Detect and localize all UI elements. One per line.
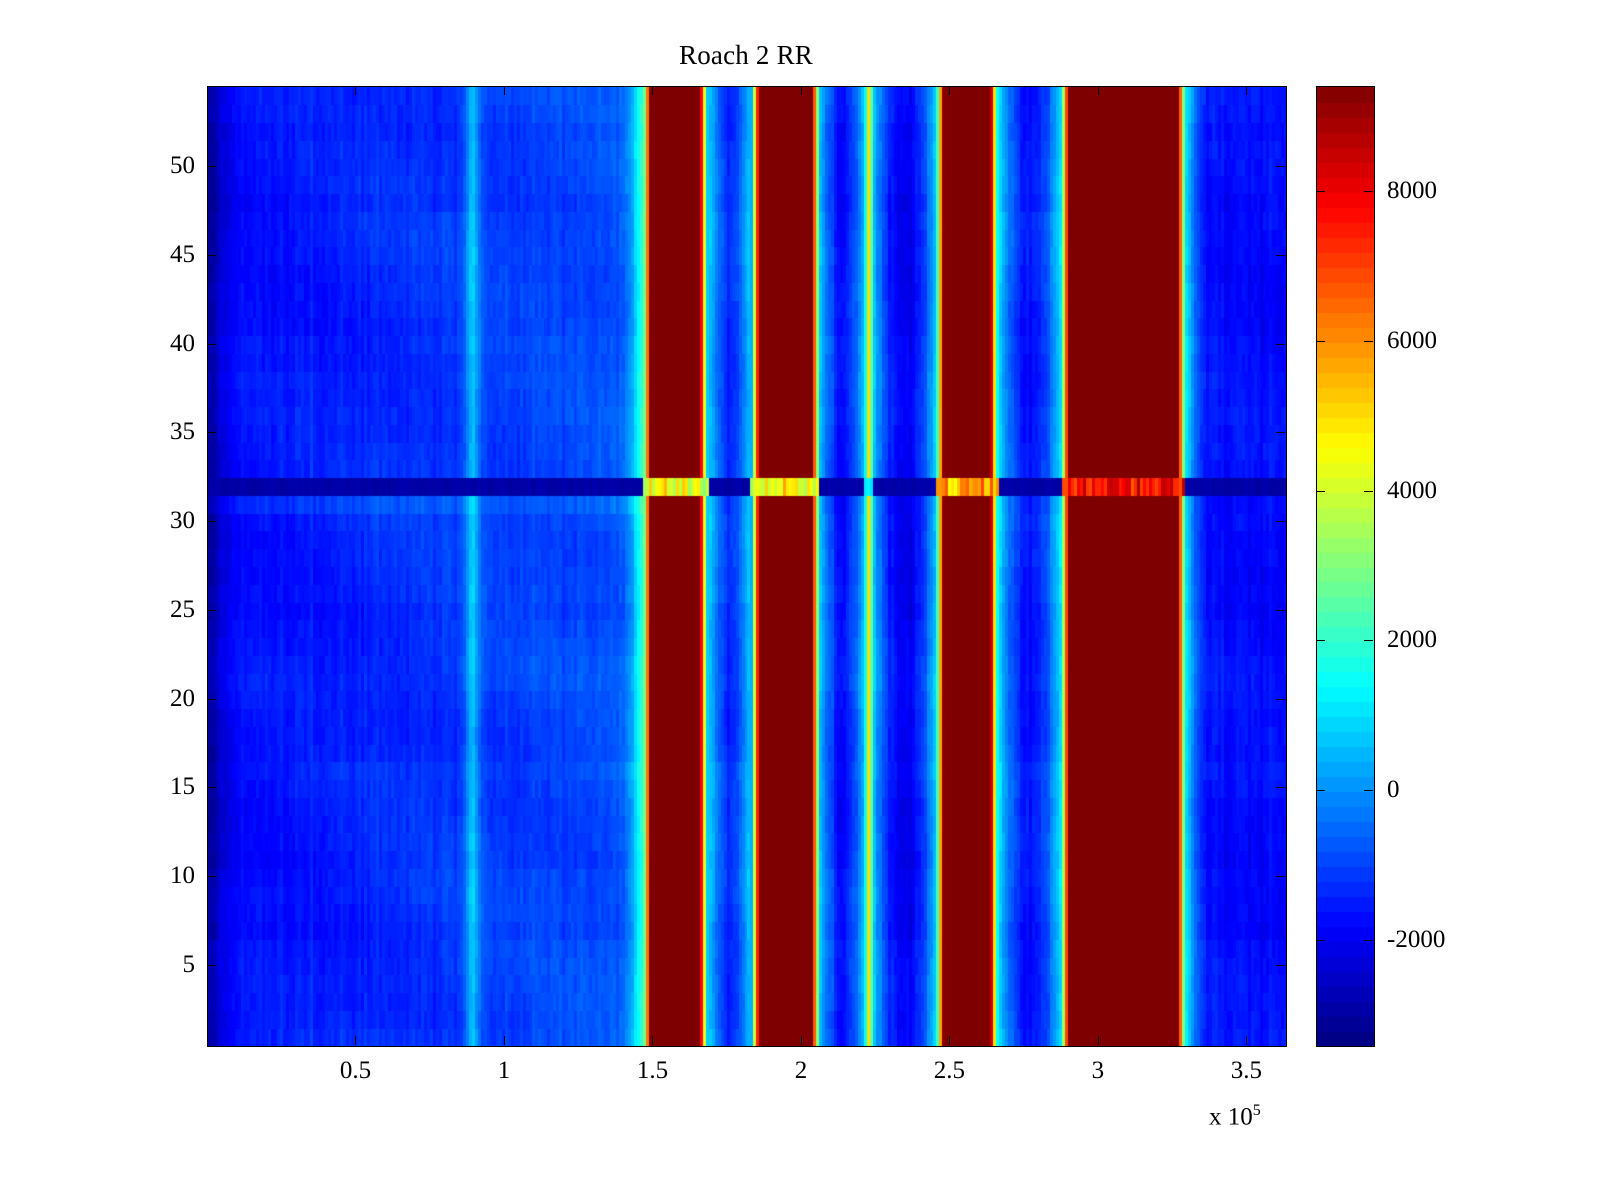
heatmap-image bbox=[208, 87, 1286, 1046]
y-axis-tick bbox=[1276, 521, 1285, 523]
y-axis-tick bbox=[207, 609, 216, 611]
heatmap-axes bbox=[207, 86, 1287, 1047]
colorbar-tick bbox=[1364, 640, 1373, 642]
x-axis-tick-label: 1 bbox=[497, 1057, 511, 1084]
colorbar-tick bbox=[1316, 340, 1325, 342]
y-axis-tick bbox=[1276, 254, 1285, 256]
y-axis-tick-label: 30 bbox=[170, 507, 195, 535]
x-axis-tick-label: 2.5 bbox=[933, 1057, 966, 1084]
colorbar-tick bbox=[1364, 190, 1373, 192]
y-axis-tick-label: 15 bbox=[170, 773, 195, 801]
y-axis-tick-label: 45 bbox=[170, 240, 195, 268]
y-axis-tick bbox=[1276, 343, 1285, 345]
x-axis-tick-label: 0.5 bbox=[339, 1057, 372, 1084]
x-exponent-base: x 10 bbox=[1209, 1103, 1253, 1131]
y-axis-tick-label: 25 bbox=[170, 595, 195, 623]
x-axis-tick bbox=[800, 86, 802, 95]
y-axis-tick-label: 40 bbox=[170, 329, 195, 357]
colorbar-tick-label: 8000 bbox=[1387, 176, 1437, 204]
colorbar-tick bbox=[1316, 190, 1325, 192]
y-axis-tick bbox=[1276, 432, 1285, 434]
colorbar-tick bbox=[1316, 790, 1325, 792]
x-axis-exponent-label: x 105 bbox=[1209, 1102, 1261, 1131]
x-axis-tick bbox=[949, 1036, 951, 1045]
colorbar-tick bbox=[1364, 940, 1373, 942]
colorbar-tick-label: -2000 bbox=[1387, 926, 1446, 954]
y-axis-tick bbox=[1276, 698, 1285, 700]
x-axis-tick-label: 3 bbox=[1091, 1057, 1105, 1084]
x-axis-tick bbox=[503, 86, 505, 95]
y-axis-tick bbox=[207, 965, 216, 967]
x-axis-tick bbox=[652, 86, 654, 95]
colorbar-tick-label: 6000 bbox=[1387, 326, 1437, 354]
y-axis-tick-label: 50 bbox=[170, 151, 195, 179]
colorbar-tick bbox=[1364, 340, 1373, 342]
colorbar-tick-label: 0 bbox=[1387, 776, 1400, 804]
colorbar-gradient bbox=[1317, 87, 1374, 1046]
colorbar-tick bbox=[1364, 790, 1373, 792]
x-axis-tick bbox=[355, 86, 357, 95]
colorbar-tick bbox=[1316, 490, 1325, 492]
y-axis-tick bbox=[207, 698, 216, 700]
x-axis-tick bbox=[800, 1036, 802, 1045]
x-axis-tick-label: 1.5 bbox=[636, 1057, 669, 1084]
y-axis-tick bbox=[1276, 876, 1285, 878]
x-axis-tick-label: 2 bbox=[794, 1057, 808, 1084]
x-axis-tick bbox=[652, 1036, 654, 1045]
x-axis-tick-label: 3.5 bbox=[1230, 1057, 1263, 1084]
y-axis-tick bbox=[207, 254, 216, 256]
colorbar-tick bbox=[1316, 640, 1325, 642]
y-axis-tick bbox=[207, 432, 216, 434]
y-axis-tick-label: 10 bbox=[170, 862, 195, 890]
x-axis-tick bbox=[355, 1036, 357, 1045]
y-axis-tick bbox=[1276, 609, 1285, 611]
y-axis-tick bbox=[207, 876, 216, 878]
x-exponent-power: 5 bbox=[1252, 1102, 1261, 1119]
x-axis-tick bbox=[503, 1036, 505, 1045]
x-axis-tick bbox=[949, 86, 951, 95]
x-axis-tick bbox=[1097, 1036, 1099, 1045]
x-axis-tick bbox=[1246, 86, 1248, 95]
y-axis-tick bbox=[207, 343, 216, 345]
y-axis-tick bbox=[207, 165, 216, 167]
y-axis-tick-label: 5 bbox=[182, 951, 196, 979]
colorbar-tick-label: 4000 bbox=[1387, 476, 1437, 504]
y-axis-tick bbox=[1276, 965, 1285, 967]
y-axis-tick bbox=[207, 787, 216, 789]
y-axis-tick bbox=[1276, 787, 1285, 789]
x-axis-tick bbox=[1097, 86, 1099, 95]
x-axis-tick bbox=[1246, 1036, 1248, 1045]
y-axis-tick-label: 35 bbox=[170, 418, 195, 446]
y-axis-tick bbox=[1276, 165, 1285, 167]
page-title: Roach 2 RR bbox=[679, 40, 813, 70]
colorbar-tick-label: 2000 bbox=[1387, 626, 1437, 654]
colorbar bbox=[1316, 86, 1375, 1047]
y-axis-tick bbox=[207, 521, 216, 523]
y-axis-tick-label: 20 bbox=[170, 684, 195, 712]
colorbar-tick bbox=[1316, 940, 1325, 942]
colorbar-tick bbox=[1364, 490, 1373, 492]
